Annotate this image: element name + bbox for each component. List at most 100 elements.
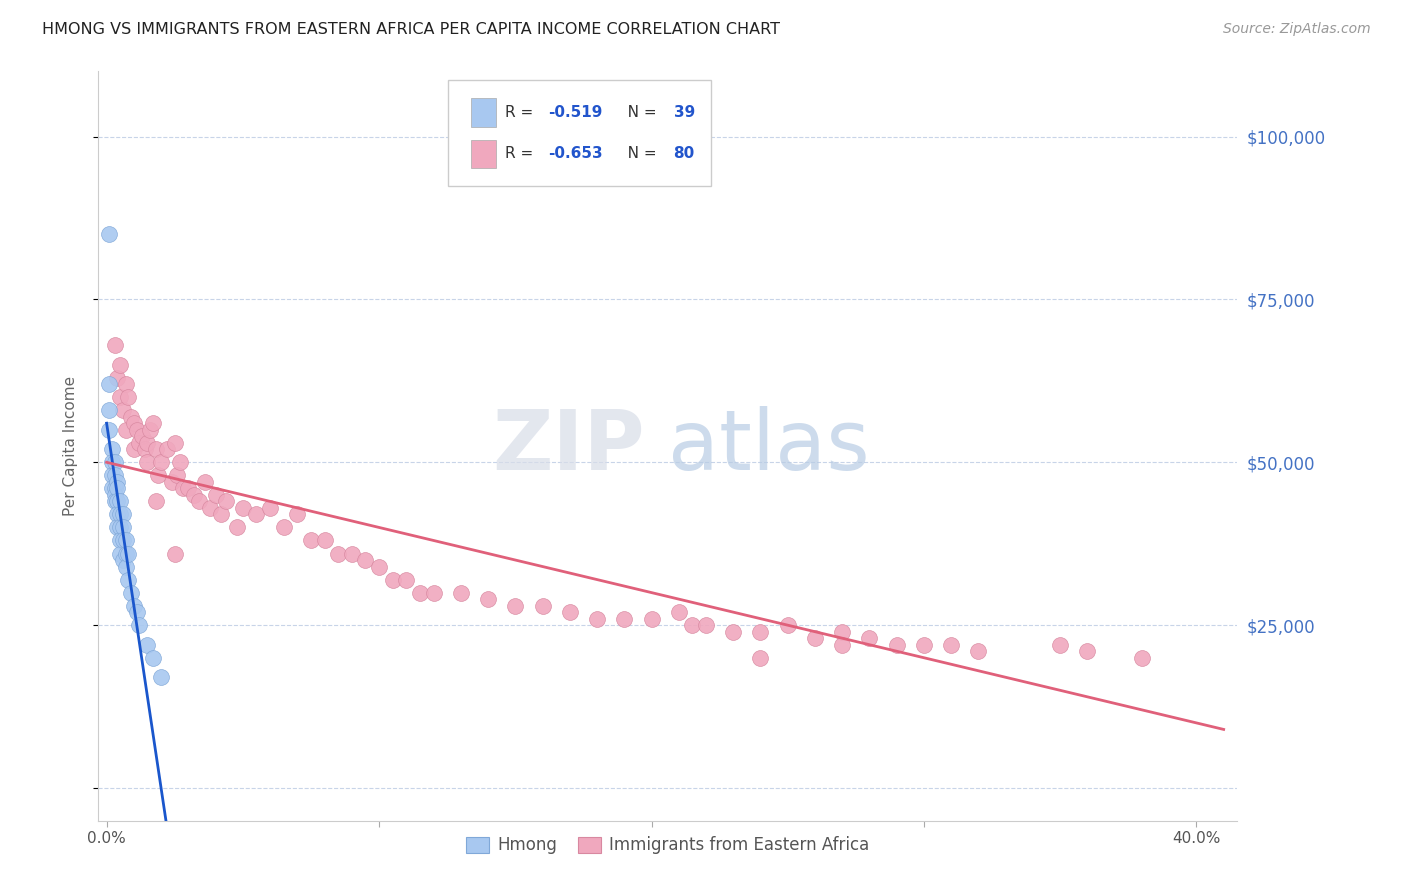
Point bbox=[110, 508, 132, 522]
Point bbox=[381, 573, 404, 587]
Text: ZIP: ZIP bbox=[492, 406, 645, 486]
Point bbox=[131, 429, 153, 443]
Point bbox=[125, 605, 148, 619]
Point bbox=[120, 409, 142, 424]
Point bbox=[104, 494, 127, 508]
Legend: Hmong, Immigrants from Eastern Africa: Hmong, Immigrants from Eastern Africa bbox=[460, 830, 876, 861]
Point bbox=[177, 481, 200, 495]
Point bbox=[145, 442, 167, 457]
Y-axis label: Per Capita Income: Per Capita Income bbox=[63, 376, 77, 516]
Point bbox=[967, 644, 990, 658]
Text: atlas: atlas bbox=[668, 406, 869, 486]
Point bbox=[117, 573, 139, 587]
Point bbox=[723, 624, 745, 639]
Point bbox=[409, 585, 432, 599]
Point bbox=[776, 618, 799, 632]
Point bbox=[110, 494, 132, 508]
Point bbox=[586, 612, 609, 626]
Point bbox=[886, 638, 908, 652]
Point bbox=[749, 624, 772, 639]
Text: -0.519: -0.519 bbox=[548, 105, 603, 120]
Point bbox=[122, 442, 145, 457]
Point bbox=[354, 553, 377, 567]
Point bbox=[150, 455, 173, 469]
Point bbox=[142, 416, 165, 430]
Point bbox=[1130, 650, 1153, 665]
Point bbox=[136, 638, 159, 652]
Point bbox=[450, 585, 472, 599]
Point bbox=[558, 605, 581, 619]
Point bbox=[477, 592, 499, 607]
Point bbox=[668, 605, 690, 619]
Point bbox=[749, 650, 772, 665]
Point bbox=[198, 500, 221, 515]
Point bbox=[155, 442, 177, 457]
Point bbox=[163, 547, 186, 561]
Point bbox=[110, 520, 132, 534]
Point bbox=[188, 494, 211, 508]
Point bbox=[110, 390, 132, 404]
Point bbox=[160, 475, 183, 489]
Text: N =: N = bbox=[613, 146, 662, 161]
Point bbox=[1076, 644, 1098, 658]
Point bbox=[107, 508, 129, 522]
Point bbox=[107, 370, 129, 384]
Point bbox=[804, 631, 827, 645]
Point bbox=[101, 455, 124, 469]
Point bbox=[273, 520, 295, 534]
Point bbox=[204, 488, 226, 502]
FancyBboxPatch shape bbox=[449, 80, 711, 186]
Point bbox=[150, 670, 173, 684]
Point bbox=[107, 520, 129, 534]
Point bbox=[941, 638, 963, 652]
Point bbox=[148, 468, 170, 483]
Point bbox=[120, 585, 142, 599]
Point bbox=[831, 638, 853, 652]
Point bbox=[111, 520, 134, 534]
Point bbox=[215, 494, 238, 508]
Point bbox=[110, 547, 132, 561]
Point bbox=[395, 573, 418, 587]
Point bbox=[328, 547, 350, 561]
Point bbox=[104, 468, 127, 483]
Text: 39: 39 bbox=[673, 105, 695, 120]
Point bbox=[114, 533, 136, 548]
Point bbox=[101, 468, 124, 483]
Point bbox=[111, 508, 134, 522]
Point bbox=[122, 416, 145, 430]
Point bbox=[128, 618, 150, 632]
Point bbox=[166, 468, 188, 483]
FancyBboxPatch shape bbox=[471, 139, 496, 168]
Point bbox=[163, 435, 186, 450]
Text: R =: R = bbox=[505, 146, 538, 161]
Point bbox=[172, 481, 194, 495]
Point bbox=[136, 455, 159, 469]
Text: HMONG VS IMMIGRANTS FROM EASTERN AFRICA PER CAPITA INCOME CORRELATION CHART: HMONG VS IMMIGRANTS FROM EASTERN AFRICA … bbox=[42, 22, 780, 37]
Point bbox=[117, 390, 139, 404]
Point bbox=[613, 612, 636, 626]
Point bbox=[104, 481, 127, 495]
Point bbox=[314, 533, 336, 548]
Point bbox=[128, 435, 150, 450]
Point bbox=[101, 481, 124, 495]
Point bbox=[107, 481, 129, 495]
Point bbox=[640, 612, 662, 626]
Point bbox=[209, 508, 232, 522]
Point bbox=[98, 423, 121, 437]
Point bbox=[232, 500, 254, 515]
Point bbox=[110, 358, 132, 372]
Point bbox=[340, 547, 363, 561]
Point bbox=[139, 423, 162, 437]
Point bbox=[531, 599, 554, 613]
Point bbox=[912, 638, 935, 652]
Text: R =: R = bbox=[505, 105, 538, 120]
Point bbox=[104, 455, 127, 469]
Point bbox=[831, 624, 853, 639]
Point bbox=[122, 599, 145, 613]
Point bbox=[107, 475, 129, 489]
Point bbox=[145, 494, 167, 508]
Point bbox=[299, 533, 322, 548]
Point bbox=[226, 520, 249, 534]
Point bbox=[117, 547, 139, 561]
Point bbox=[101, 442, 124, 457]
